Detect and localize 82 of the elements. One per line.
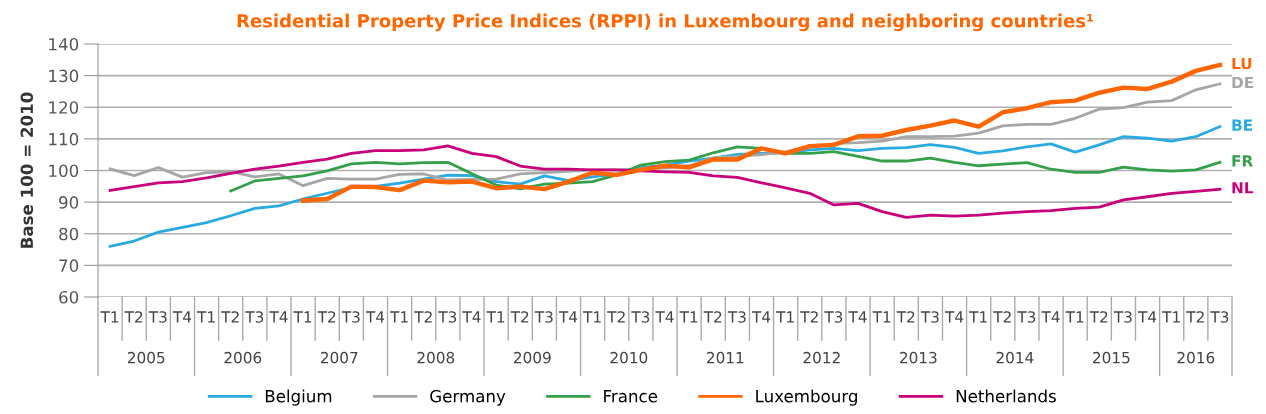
- text: 2012: [803, 351, 840, 364]
- x-tick-label: T1: [197, 311, 215, 323]
- x-tick-label: T3: [631, 311, 650, 323]
- x-tick-label: T3: [148, 311, 167, 323]
- x-tick-label: T1: [583, 311, 601, 323]
- y-tick-label: 130: [49, 69, 79, 83]
- text: BE: [1232, 119, 1253, 131]
- x-tick-label: T2: [317, 311, 336, 323]
- text: 2005: [127, 351, 165, 364]
- text: DE: [1232, 76, 1254, 89]
- x-tick-label: T1: [679, 311, 698, 323]
- x-tick-label: T4: [172, 311, 192, 323]
- x-tick-label: T4: [751, 311, 771, 323]
- x-tick-label: T4: [462, 311, 481, 323]
- x-tick-label: T3: [341, 311, 360, 323]
- text: 2010: [610, 351, 648, 364]
- text: 2013: [900, 351, 937, 364]
- x-tick-label: T2: [800, 311, 818, 323]
- x-tick-label: T3: [920, 311, 939, 323]
- y-tick-label: 100: [49, 164, 79, 178]
- y-tick-label: 120: [49, 101, 79, 114]
- y-tick-label: 70: [59, 259, 79, 272]
- x-tick-label: T4: [655, 311, 674, 323]
- x-tick-label: T3: [534, 311, 553, 323]
- text: 2014: [996, 351, 1034, 364]
- x-tick-label: T4: [944, 311, 964, 323]
- x-tick-label: T3: [824, 311, 843, 323]
- text: 2006: [224, 351, 262, 364]
- y-axis-title: Base 100 = 2010: [20, 92, 34, 248]
- y-tick-label: 90: [59, 196, 79, 209]
- x-tick-label: T1: [293, 311, 312, 323]
- y-tick-label: 110: [49, 132, 79, 146]
- x-tick-label: T2: [221, 311, 239, 323]
- x-tick-label: T2: [896, 311, 915, 323]
- y-tick-label: 140: [49, 37, 79, 51]
- legend-label: Belgium: [265, 389, 332, 406]
- x-tick-label: T2: [510, 311, 529, 323]
- text: 2007: [320, 351, 358, 364]
- legend-label: France: [604, 390, 658, 403]
- text: 2008: [417, 351, 455, 364]
- legend-label: Netherlands: [956, 389, 1056, 403]
- text: 2016: [1177, 351, 1215, 364]
- x-tick-label: T4: [1041, 311, 1060, 323]
- text: LU: [1232, 57, 1252, 70]
- y-tick-label: 60: [59, 290, 79, 304]
- x-tick-label: T4: [365, 311, 385, 323]
- x-tick-label: T3: [1210, 311, 1229, 323]
- x-tick-label: T4: [1137, 311, 1157, 323]
- legend-label: Luxembourg: [756, 389, 857, 406]
- x-tick-label: T3: [1113, 311, 1132, 323]
- line-series: [300, 62, 1223, 203]
- x-tick-label: T1: [100, 311, 119, 323]
- x-tick-label: T2: [124, 311, 143, 323]
- x-tick-label: T2: [1089, 311, 1108, 323]
- x-tick-label: T3: [438, 311, 457, 323]
- x-tick-label: T1: [969, 311, 987, 323]
- x-tick-label: T4: [269, 311, 288, 323]
- x-tick-label: T1: [872, 311, 891, 323]
- x-tick-label: T2: [703, 311, 722, 323]
- x-tick-label: T1: [1162, 311, 1180, 323]
- x-tick-label: T2: [414, 311, 432, 323]
- x-tick-label: T1: [486, 311, 505, 323]
- x-tick-label: T1: [390, 311, 408, 323]
- x-tick-label: T4: [558, 311, 578, 323]
- text: NL: [1232, 182, 1254, 194]
- text: 2011: [707, 351, 744, 364]
- chart-title: Residential Property Price Indices (RPPI) in Luxembourg and neighboring countries¹: [237, 13, 1093, 32]
- line-series: [108, 144, 1222, 219]
- legend-label: Germany: [430, 389, 506, 406]
- x-tick-label: T2: [1186, 311, 1204, 323]
- text: 2015: [1093, 351, 1130, 364]
- x-tick-label: T3: [245, 311, 264, 323]
- x-tick-label: T3: [1017, 311, 1036, 323]
- x-tick-label: T1: [1065, 311, 1084, 323]
- x-tick-label: T4: [848, 311, 867, 323]
- x-tick-label: T2: [993, 311, 1011, 323]
- y-tick-label: 80: [59, 227, 79, 241]
- text: FR: [1232, 155, 1253, 167]
- x-tick-label: T3: [727, 311, 746, 323]
- text: 2009: [513, 351, 551, 364]
- x-tick-label: T2: [607, 311, 625, 323]
- x-tick-label: T1: [776, 311, 794, 323]
